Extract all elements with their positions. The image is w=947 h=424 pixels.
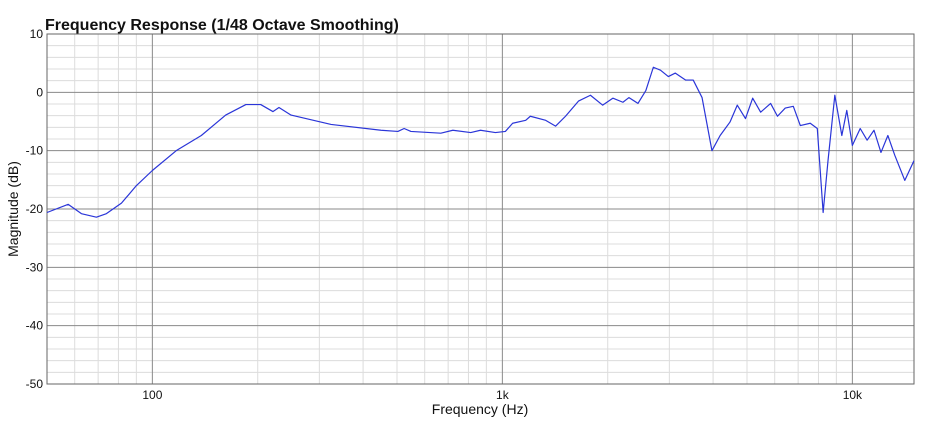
x-tick-label: 1k bbox=[496, 388, 510, 402]
y-tick-label: -20 bbox=[26, 202, 44, 216]
chart-title: Frequency Response (1/48 Octave Smoothin… bbox=[45, 17, 399, 34]
y-tick-label: -40 bbox=[26, 319, 44, 333]
y-tick-label: 10 bbox=[30, 27, 44, 41]
x-tick-label: 10k bbox=[843, 388, 863, 402]
y-tick-label: -10 bbox=[26, 144, 44, 158]
response-line bbox=[46, 66, 915, 218]
y-tick-label: -50 bbox=[26, 377, 44, 391]
x-tick-label: 100 bbox=[142, 388, 162, 402]
plot-border bbox=[46, 33, 915, 385]
y-axis-label: Magnitude (dB) bbox=[5, 161, 21, 257]
y-tick-label: 0 bbox=[36, 85, 43, 99]
x-axis-label: Frequency (Hz) bbox=[432, 401, 528, 417]
y-tick-label: -30 bbox=[26, 260, 44, 274]
